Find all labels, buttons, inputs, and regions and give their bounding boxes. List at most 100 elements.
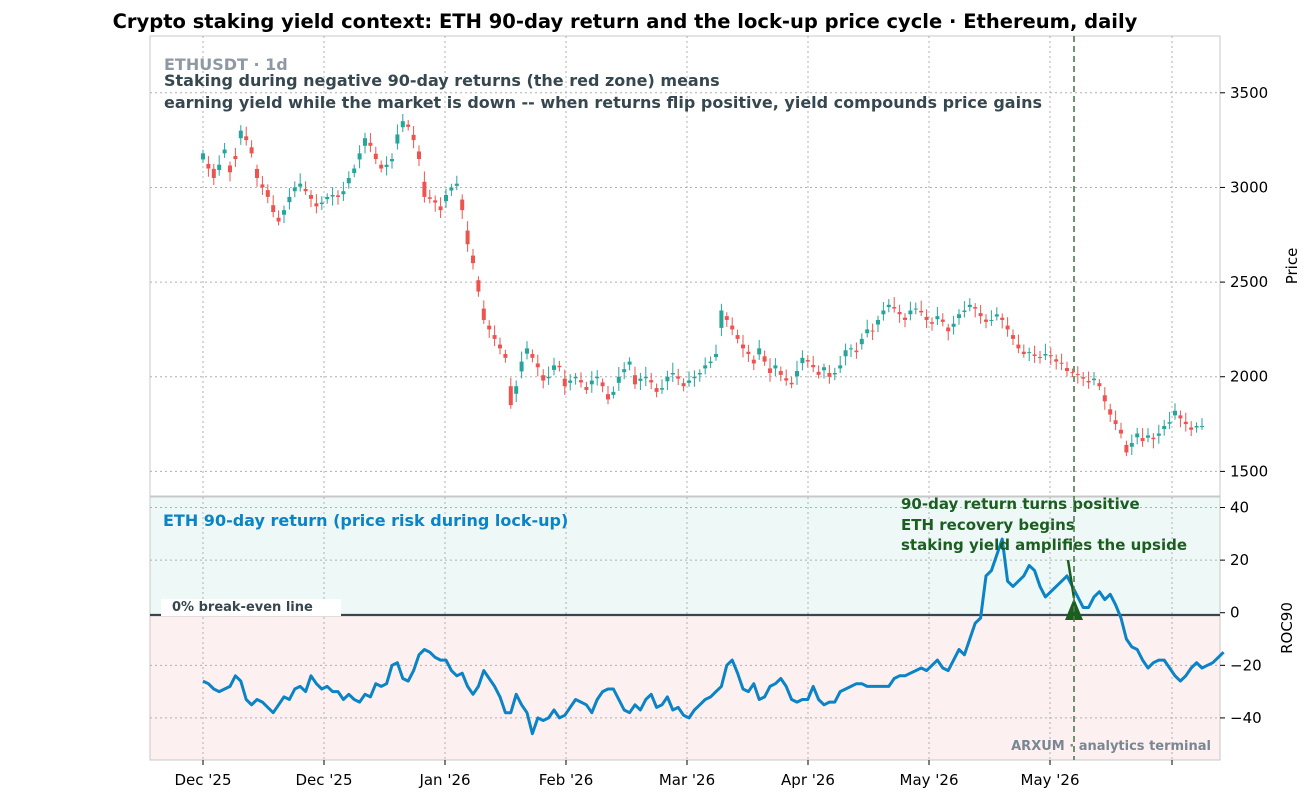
- chart-title: Crypto staking yield context: ETH 90-day…: [113, 10, 1138, 33]
- candle-body: [697, 372, 702, 375]
- candle-body: [525, 348, 529, 354]
- candle-body: [514, 386, 519, 394]
- candle-body: [622, 369, 627, 373]
- candle: [1043, 343, 1048, 361]
- candle: [1102, 387, 1107, 410]
- candle-body: [946, 327, 951, 332]
- candle-body: [924, 316, 929, 320]
- candle: [984, 314, 988, 329]
- candle: [1140, 428, 1145, 447]
- candle-body: [503, 354, 508, 358]
- candle: [930, 317, 934, 331]
- candle: [854, 342, 859, 359]
- event-arrow: [1066, 559, 1076, 599]
- candle: [341, 181, 346, 201]
- candle-body: [978, 313, 983, 317]
- candle-body: [994, 314, 999, 317]
- candle-body: [735, 335, 740, 339]
- candle-body: [865, 329, 870, 334]
- candle-body: [557, 365, 562, 368]
- candle: [438, 197, 443, 219]
- candle: [611, 386, 616, 399]
- candle-body: [611, 391, 616, 395]
- candle-body: [411, 134, 416, 141]
- candle-body: [649, 380, 654, 383]
- candle-body: [1140, 438, 1145, 442]
- candle: [962, 301, 967, 318]
- candle: [298, 173, 303, 192]
- candle-body: [1178, 415, 1183, 419]
- candle-body: [962, 310, 967, 312]
- candle: [444, 188, 448, 208]
- candle-body: [940, 319, 945, 322]
- candle-body: [368, 142, 373, 146]
- candle: [940, 313, 945, 327]
- candle: [1059, 353, 1064, 371]
- candle: [557, 360, 562, 372]
- candle-body: [1173, 410, 1177, 416]
- candle-body: [546, 376, 551, 379]
- price-gridlines: [150, 92, 1220, 472]
- candle-body: [1108, 409, 1113, 415]
- candle-body: [519, 361, 524, 372]
- candle: [481, 300, 486, 324]
- candle-body: [1075, 374, 1080, 376]
- candle-body: [589, 380, 594, 385]
- candle: [390, 153, 394, 169]
- candle-body: [1194, 425, 1199, 428]
- annotation-line-1: Staking during negative 90-day returns (…: [164, 71, 720, 90]
- candle-body: [341, 191, 346, 195]
- x-axis: Dec '25 Dec '25 Jan '26 Feb '26 Mar '26 Apr '…: [174, 760, 1173, 789]
- candle: [908, 301, 913, 321]
- watermark: ARXUM · analytics terminal: [1011, 739, 1211, 754]
- candle: [1156, 424, 1161, 444]
- candle: [622, 362, 627, 380]
- candle-body: [827, 372, 832, 377]
- candle-body: [282, 210, 286, 215]
- candle-body: [1097, 383, 1102, 387]
- candle-body: [908, 310, 913, 315]
- candle: [1086, 371, 1091, 389]
- candle-body: [1048, 355, 1053, 357]
- price-x-gridlines: [202, 36, 1173, 496]
- candle: [1005, 317, 1010, 337]
- roc-tick-label: 0: [1230, 604, 1240, 622]
- candle: [562, 369, 567, 395]
- candle-body: [400, 121, 405, 128]
- roc-panel: 0% break-even line −40 −20 0 20 40 ROC90 ETH…: [149, 495, 1296, 761]
- candle: [773, 358, 778, 376]
- candle: [800, 350, 805, 371]
- roc-tick-label: −40: [1230, 709, 1262, 727]
- candle-body: [384, 164, 389, 167]
- candle: [1032, 345, 1037, 363]
- candle-body: [1011, 335, 1015, 339]
- candle: [660, 379, 664, 394]
- candle: [460, 194, 465, 219]
- candle: [903, 313, 907, 328]
- candle-body: [1027, 352, 1032, 354]
- candle: [627, 357, 632, 371]
- candle: [525, 341, 529, 360]
- candle: [697, 369, 702, 382]
- candle-body: [784, 378, 789, 381]
- candle: [1167, 411, 1172, 430]
- candle: [881, 302, 886, 321]
- x-tick-label: Dec '25: [295, 771, 352, 789]
- candle: [832, 367, 837, 381]
- candle: [449, 183, 454, 196]
- candle: [476, 276, 481, 297]
- candle: [292, 181, 297, 198]
- candle: [606, 385, 610, 405]
- candle-body: [913, 308, 918, 310]
- candle: [584, 381, 589, 394]
- candle: [897, 304, 902, 323]
- candle-body: [535, 363, 540, 368]
- candle-body: [660, 388, 664, 390]
- candle: [201, 149, 205, 164]
- candle: [827, 365, 832, 384]
- candle-body: [1146, 435, 1150, 438]
- candle: [886, 299, 891, 313]
- candle: [552, 357, 556, 376]
- candle-body: [363, 138, 367, 146]
- candle-body: [1102, 395, 1107, 402]
